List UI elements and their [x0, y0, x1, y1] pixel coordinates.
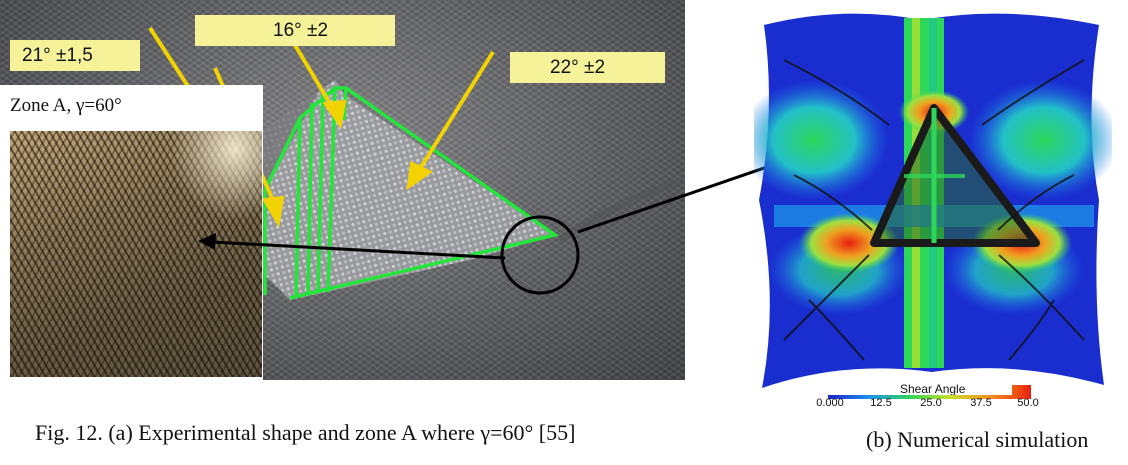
colorbar-tick: 50.0 [1017, 397, 1039, 409]
angle-label-middle: 16° ±2 [195, 15, 395, 46]
colorbar-title: Shear Angle [900, 382, 966, 396]
angle-label-right: 22° ±2 [510, 52, 665, 83]
caption-b: (b) Numerical simulation [866, 427, 1089, 452]
shear-angle-map [754, 13, 1112, 388]
angle-label-left: 21° ±1,5 [10, 40, 140, 71]
colorbar-tick: 37.5 [970, 397, 992, 409]
caption-a: Fig. 12. (a) Experimental shape and zone… [35, 420, 576, 445]
zone-a-inset: Zone A, γ=60° [0, 85, 263, 380]
zone-a-circle [500, 215, 580, 295]
colorbar-tick: 0.000 [816, 397, 844, 409]
green-pattern-lines [263, 86, 560, 300]
inset-title: Zone A, γ=60° [10, 95, 122, 116]
colorbar-end-swatch [1012, 385, 1031, 399]
inset-pointer [198, 233, 506, 260]
colorbar-tick: 25.0 [920, 397, 942, 409]
colorbar-gradient [828, 395, 1031, 399]
simulation-panel: Shear Angle 0.000 12.5 25.0 37.5 50.0 [740, 0, 1128, 420]
experimental-photo: 21° ±1,5 16° ±2 22° ±2 Zone A, γ=60° [0, 0, 685, 380]
colorbar-tick: 12.5 [870, 397, 892, 409]
zone-a-closeup-photo [10, 131, 262, 377]
